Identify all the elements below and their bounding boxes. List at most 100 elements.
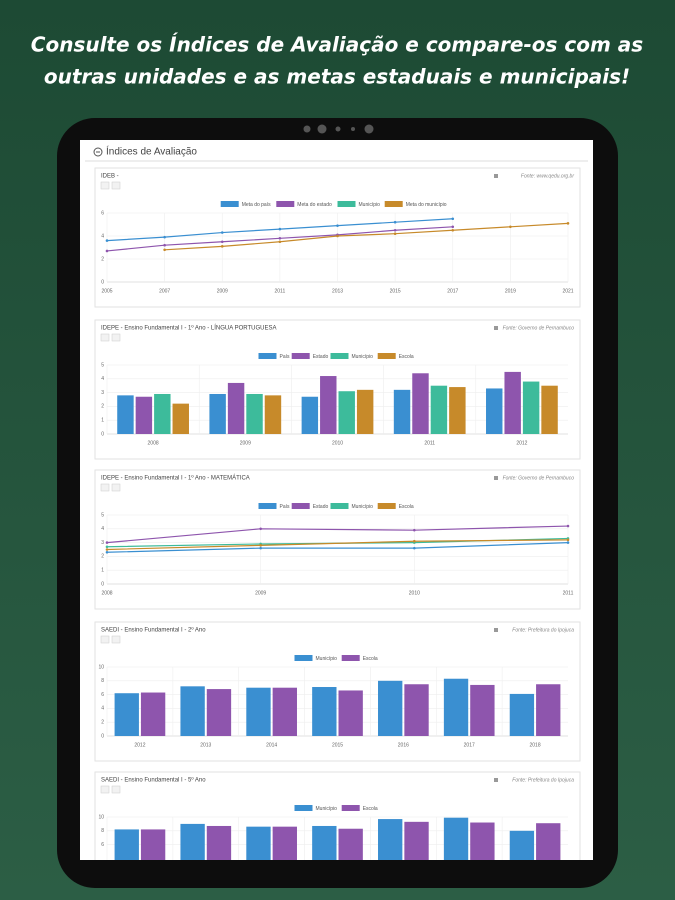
y-tick-label: 1 [101,568,104,574]
x-tick-label: 2011 [563,590,574,596]
x-tick-label: 2009 [255,590,266,596]
bar [404,684,429,736]
point [278,237,282,240]
legend-label: País [280,354,291,360]
bar [378,819,403,860]
point [566,222,570,225]
x-tick-label: 2008 [101,590,112,596]
legend-swatch [258,503,277,509]
check-button[interactable] [100,635,110,644]
point [220,245,224,248]
check-button[interactable] [100,785,110,794]
y-tick-label: 6 [101,210,104,216]
bar [312,687,337,736]
point [220,240,224,244]
legend-swatch [258,353,277,359]
x-tick-label: 2017 [447,288,458,294]
y-tick-label: 0 [101,733,104,739]
y-tick-label: 8 [101,678,104,684]
bar [536,823,561,860]
point [413,539,416,543]
point [278,227,282,231]
x-tick-label: 2016 [398,742,409,748]
chart-card: IDEPE - Ensino Fundamental I - 1º Ano - … [94,469,581,610]
point [451,228,455,232]
bar [393,389,411,434]
chart-title: IDEPE - Ensino Fundamental I - 1º Ano - … [101,325,276,332]
x-tick-label: 2010 [332,440,343,446]
chart-button[interactable] [111,333,121,342]
check-button[interactable] [100,483,110,492]
point [259,544,262,547]
point [105,545,109,549]
bar [140,692,166,736]
chart-button[interactable] [111,483,121,492]
point [566,541,570,544]
camera-dots [303,124,374,134]
y-tick-label: 10 [98,814,104,820]
check-button[interactable] [100,181,110,190]
bar [312,825,337,860]
bar [117,395,134,434]
point [220,231,224,234]
bar [378,680,403,736]
chart-source: Fonte: Governo de Pernambuco [503,325,575,331]
legend-swatch [294,805,313,811]
card [94,771,581,860]
chart-card: SAEDI - Ensino Fundamental I - 2º Ano Fon… [94,621,581,762]
y-tick-label: 2 [101,256,104,262]
y-tick-label: 10 [98,664,104,670]
bar [470,684,495,736]
header-line: outras unidades e as metas estaduais e m… [44,65,630,89]
y-tick-label: 4 [101,376,104,382]
x-tick-label: 2015 [332,742,343,748]
legend-label: Escola [399,504,414,510]
source-icon [494,326,498,330]
legend-swatch [330,503,349,509]
legend-swatch [377,353,396,359]
bar [404,821,429,860]
x-tick-label: 2011 [424,440,435,446]
y-tick-label: 0 [101,279,104,285]
source-icon [494,476,498,480]
panel-title: Índices de Avaliação [106,145,197,158]
check-button[interactable] [100,333,110,342]
x-tick-label: 2010 [409,590,420,596]
bar [180,823,205,860]
chart-button[interactable] [111,785,121,794]
legend-swatch [377,503,396,509]
collapse-icon[interactable] [93,147,103,157]
y-tick-label: 4 [101,233,104,239]
bar [140,829,166,860]
point [393,228,397,232]
y-tick-label: 2 [101,554,104,560]
bar [272,687,297,736]
bar [541,385,558,434]
chart-button[interactable] [111,181,121,190]
point [393,232,397,235]
point [105,239,109,242]
legend-label: Estado [313,504,329,510]
point [259,527,262,531]
chart-button[interactable] [111,635,121,644]
x-tick-label: 2005 [101,288,112,294]
point [105,550,109,554]
x-tick-label: 2007 [159,288,170,294]
point [566,524,570,528]
bar [504,371,521,434]
chart-title: IDEPE - Ensino Fundamental I - 1º Ano - … [101,475,250,482]
bar [135,396,153,434]
chart-card: IDEB - Fonte: www.qedu.org.br Meta do país… [94,167,581,308]
bar [320,376,337,434]
point [163,235,166,239]
legend-swatch [341,805,360,811]
y-tick-label: 4 [101,706,104,712]
x-tick-label: 2013 [332,288,343,294]
y-tick-label: 0 [101,431,104,437]
x-tick-label: 2019 [505,288,516,294]
bar [443,678,469,736]
point [259,546,262,550]
point [393,220,397,224]
legend-swatch [291,503,310,509]
bar [209,393,226,434]
